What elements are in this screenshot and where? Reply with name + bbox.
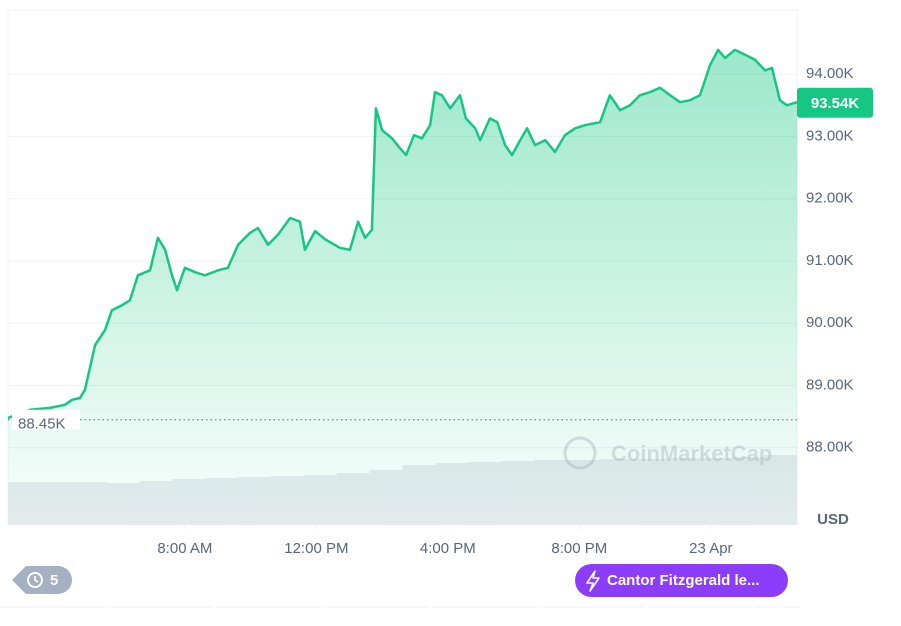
history-count: 5: [50, 572, 58, 589]
y-tick-label: 93.00K: [806, 127, 854, 144]
history-badge[interactable]: 5: [12, 566, 72, 594]
news-badge[interactable]: Cantor Fitzgerald le...: [575, 564, 788, 597]
x-tick-label: 4:00 PM: [420, 540, 476, 557]
x-tick-label: 12:00 PM: [284, 540, 348, 557]
x-tick-label: 8:00 PM: [551, 540, 607, 557]
y-tick-label: 91.00K: [806, 252, 854, 269]
current-price-tag: [797, 87, 873, 118]
current-price-label: 93.54K: [811, 95, 860, 112]
price-line: [7, 48, 798, 420]
currency: USD: [817, 511, 849, 528]
x-tick-label: 23 Apr: [689, 540, 732, 557]
watermark: CoinMarketCap: [563, 436, 772, 470]
price-area: [8, 49, 797, 526]
watermark-text: CoinMarketCap: [611, 441, 772, 466]
y-tick-label: 88.00K: [806, 439, 854, 456]
y-tick-label: 90.00K: [806, 314, 854, 331]
news-text: Cantor Fitzgerald le...: [607, 572, 760, 589]
open-price-bg: [12, 409, 80, 430]
y-tick-label: 94.00K: [806, 65, 854, 82]
y-tick-label: 89.00K: [806, 376, 854, 393]
y-tick-label: 92.00K: [806, 190, 854, 207]
open-price-label: 88.45K: [18, 416, 66, 433]
x-tick-label: 8:00 AM: [157, 540, 212, 557]
